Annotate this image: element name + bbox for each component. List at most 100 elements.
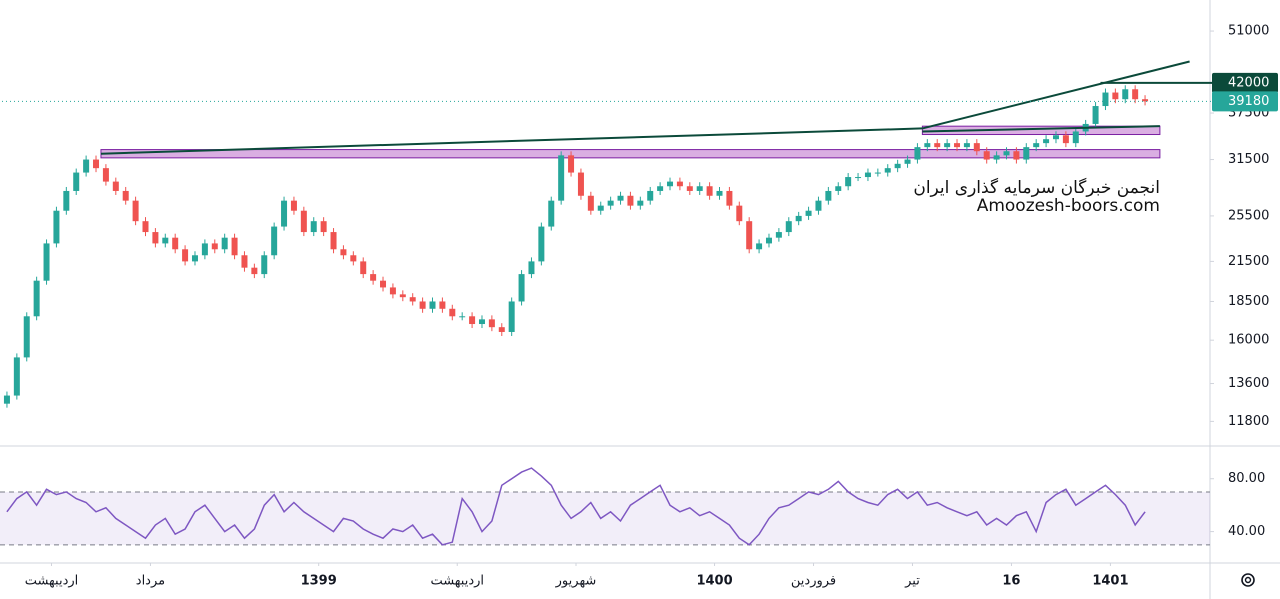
candle: [1122, 89, 1129, 100]
candle: [667, 181, 674, 187]
candle: [1013, 151, 1020, 160]
candle: [459, 316, 466, 318]
rsi-line: [6, 467, 1146, 546]
candle: [617, 195, 624, 201]
candle: [1092, 106, 1099, 124]
y-tick-label: 18500: [1228, 294, 1269, 309]
candle: [795, 215, 802, 222]
zone: [100, 149, 1161, 159]
candle: [310, 221, 317, 233]
candle: [191, 255, 198, 262]
candle: [597, 205, 604, 211]
settings-icon[interactable]: [1241, 573, 1255, 587]
candle: [647, 190, 654, 201]
candle: [320, 221, 327, 233]
candle: [290, 200, 297, 211]
candle: [587, 195, 594, 211]
candle: [13, 357, 20, 396]
candle: [944, 143, 951, 148]
candle: [1142, 99, 1149, 102]
y-tick-label: 21500: [1228, 254, 1269, 269]
candle: [627, 195, 634, 206]
candle: [439, 301, 446, 309]
candle: [488, 319, 495, 328]
candle: [577, 172, 584, 196]
candle: [508, 301, 515, 332]
candle: [736, 205, 743, 222]
y-tick-label: 80.00: [1228, 471, 1265, 486]
candle: [607, 200, 614, 206]
candle: [954, 143, 961, 148]
price-label: 39180: [1228, 94, 1269, 109]
candle: [924, 143, 931, 148]
candle: [201, 243, 208, 256]
candle: [538, 226, 545, 262]
candle: [73, 172, 80, 191]
candle: [221, 237, 228, 250]
x-tick-label: تیر: [904, 574, 920, 589]
candle: [211, 243, 218, 250]
candle: [281, 200, 288, 227]
candle: [894, 163, 901, 169]
candle: [716, 190, 723, 196]
candle: [706, 186, 713, 196]
y-tick-label: 25500: [1228, 208, 1269, 223]
candle: [756, 243, 763, 250]
trendline: [922, 125, 1160, 133]
candle: [874, 172, 881, 174]
x-tick-label: اردیبهشت: [430, 574, 484, 589]
candle: [23, 316, 30, 358]
x-tick-label: 16: [1002, 574, 1020, 589]
candle: [746, 221, 753, 250]
trendline: [100, 127, 923, 155]
rsi-band: [0, 491, 1210, 545]
candle: [132, 200, 139, 222]
price-badge: [1212, 91, 1278, 112]
trendline: [922, 60, 1190, 130]
candle: [963, 143, 970, 148]
candle: [1033, 143, 1040, 148]
candle: [973, 143, 980, 152]
x-tick-label: 1400: [696, 574, 732, 589]
candle: [1072, 131, 1079, 144]
x-tick-label: 1399: [301, 574, 337, 589]
candle: [63, 190, 70, 211]
zone: [921, 125, 1161, 136]
candle: [172, 237, 179, 250]
candle: [112, 181, 119, 191]
y-tick-label: 51000: [1228, 24, 1269, 39]
candle: [1102, 92, 1109, 107]
candle: [300, 210, 307, 233]
candle: [1052, 135, 1059, 140]
x-tick-label: 1401: [1092, 574, 1128, 589]
candle: [686, 186, 693, 191]
x-tick-label: مرداد: [136, 574, 165, 589]
candle: [765, 237, 772, 244]
candle: [775, 232, 782, 238]
candle: [884, 168, 891, 173]
candle: [53, 210, 60, 244]
candle: [726, 190, 733, 206]
candle: [43, 243, 50, 281]
candle: [360, 261, 367, 275]
candle: [241, 255, 248, 268]
candle: [518, 274, 525, 302]
candle: [3, 395, 10, 404]
candle: [983, 151, 990, 160]
y-tick-label: 31500: [1228, 152, 1269, 167]
candle: [845, 177, 852, 187]
candle: [498, 327, 505, 332]
candle: [271, 226, 278, 256]
candle: [261, 255, 268, 275]
watermark: Amoozesh-boors.com: [977, 196, 1160, 216]
x-tick-label: شهریور: [555, 574, 597, 589]
price-label: 42000: [1228, 75, 1269, 90]
candle: [399, 294, 406, 298]
candle: [637, 200, 644, 206]
y-tick-label: 40.00: [1228, 524, 1265, 539]
price-badge: [1212, 72, 1278, 93]
candle: [815, 200, 822, 211]
candle: [231, 237, 238, 256]
candle: [389, 287, 396, 295]
candle: [558, 155, 565, 201]
